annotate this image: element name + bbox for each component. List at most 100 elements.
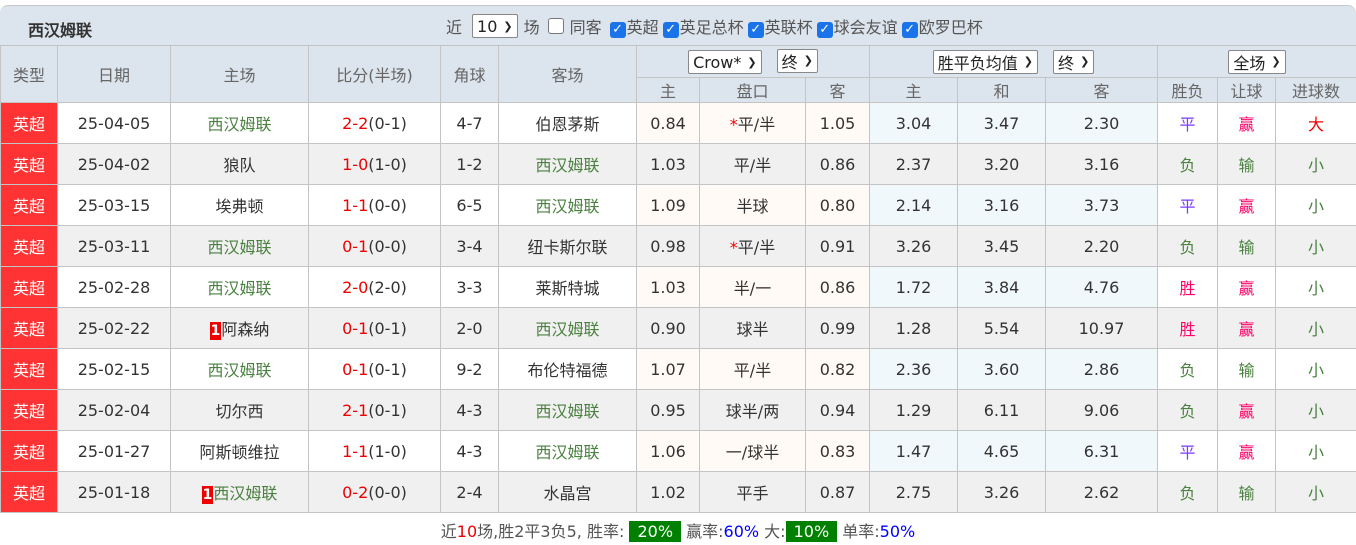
away-team[interactable]: 西汉姆联: [535, 156, 600, 175]
home-team[interactable]: 阿斯顿维拉: [199, 443, 280, 462]
goals-result-cell: 小: [1274, 307, 1356, 349]
league-cell[interactable]: 英超: [0, 430, 58, 472]
home-team-cell[interactable]: 1西汉姆联: [170, 471, 309, 513]
away-team[interactable]: 布伦特福德: [527, 361, 608, 380]
league-cell[interactable]: 英超: [0, 389, 58, 431]
home-team[interactable]: 西汉姆联: [207, 238, 272, 257]
away-team-cell[interactable]: 西汉姆联: [498, 184, 637, 226]
score-cell[interactable]: 2-2(0-1): [308, 102, 441, 144]
home-team[interactable]: 西汉姆联: [207, 115, 272, 134]
result-cell: 胜: [1157, 307, 1218, 349]
score-cell[interactable]: 0-1(0-1): [308, 307, 441, 349]
home-team-cell[interactable]: 西汉姆联: [170, 225, 309, 267]
handicap-stage-select[interactable]: 终 ❯: [776, 48, 818, 73]
select-value: 全场: [1233, 53, 1266, 73]
score-cell[interactable]: 0-2(0-0): [308, 471, 441, 513]
star-mark: *: [729, 115, 738, 134]
summary-text: 近: [440, 522, 457, 541]
away-team[interactable]: 伯恩茅斯: [535, 115, 600, 134]
competition-checkbox[interactable]: ✓: [609, 22, 626, 38]
handicap-home-odds: 1.06: [636, 430, 700, 472]
away-team-cell[interactable]: 纽卡斯尔联: [498, 225, 637, 267]
match-table: 类型 日期 主场 比分(半场) 角球 客场 Crow* ❯ 终 ❯ 胜平负均值 ❯ 终…: [0, 45, 1356, 513]
handicap-line: 球半/两: [699, 389, 806, 431]
away-team-cell[interactable]: 西汉姆联: [498, 389, 637, 431]
away-team[interactable]: 西汉姆联: [535, 402, 600, 421]
odds-draw: 3.16: [957, 184, 1046, 226]
away-team[interactable]: 西汉姆联: [535, 443, 600, 462]
col-o-away: 客: [1045, 77, 1158, 103]
handicap-away-odds: 0.87: [805, 471, 870, 513]
col-date: 日期: [57, 45, 171, 103]
home-team[interactable]: 西汉姆联: [207, 361, 272, 380]
home-team[interactable]: 阿森纳: [221, 320, 270, 339]
odds-home: 2.14: [869, 184, 958, 226]
score-cell[interactable]: 0-1(0-0): [308, 225, 441, 267]
home-team-cell[interactable]: 西汉姆联: [170, 266, 309, 308]
home-team-cell[interactable]: 狼队: [170, 143, 309, 185]
away-team-cell[interactable]: 水晶宫: [498, 471, 637, 513]
col-ah: 让球: [1217, 77, 1276, 103]
home-team[interactable]: 埃弗顿: [215, 197, 264, 216]
league-cell[interactable]: 英超: [0, 102, 58, 144]
odds-away: 10.97: [1045, 307, 1158, 349]
away-team[interactable]: 西汉姆联: [535, 197, 600, 216]
away-team-cell[interactable]: 西汉姆联: [498, 307, 637, 349]
league-cell[interactable]: 英超: [0, 143, 58, 185]
home-team-cell[interactable]: 西汉姆联: [170, 348, 309, 390]
period-select[interactable]: 全场 ❯: [1228, 49, 1286, 74]
table-row: 英超 25-01-27 阿斯顿维拉 1-1(1-0) 4-3 西汉姆联 1.06…: [0, 430, 1356, 472]
competition-checkbox[interactable]: ✓: [816, 22, 833, 38]
home-team[interactable]: 切尔西: [215, 402, 264, 421]
away-team-cell[interactable]: 西汉姆联: [498, 143, 637, 185]
away-team[interactable]: 纽卡斯尔联: [527, 238, 608, 257]
odds-stage-select[interactable]: 终 ❯: [1053, 49, 1095, 74]
score-cell[interactable]: 0-1(0-1): [308, 348, 441, 390]
away-team[interactable]: 水晶宫: [543, 484, 592, 503]
ah-result-cell: 输: [1217, 143, 1276, 185]
score-cell[interactable]: 1-1(0-0): [308, 184, 441, 226]
half-time-score: (0-1): [368, 318, 407, 338]
competition-label: 英足总杯: [679, 18, 744, 37]
home-team[interactable]: 西汉姆联: [207, 279, 272, 298]
score-cell[interactable]: 1-0(1-0): [308, 143, 441, 185]
odds-away: 2.62: [1045, 471, 1158, 513]
home-team-cell[interactable]: 切尔西: [170, 389, 309, 431]
competition-checkbox[interactable]: ✓: [901, 22, 918, 38]
score-cell[interactable]: 1-1(1-0): [308, 430, 441, 472]
away-team[interactable]: 莱斯特城: [535, 279, 600, 298]
odds-type-select[interactable]: 胜平负均值 ❯: [932, 49, 1038, 74]
league-cell[interactable]: 英超: [0, 266, 58, 308]
home-team-cell[interactable]: 1阿森纳: [170, 307, 309, 349]
date-cell: 25-03-11: [57, 225, 171, 267]
home-team-cell[interactable]: 西汉姆联: [170, 102, 309, 144]
handicap-line-value: 平/半: [737, 238, 776, 257]
home-team[interactable]: 西汉姆联: [213, 484, 278, 503]
league-cell[interactable]: 英超: [0, 471, 58, 513]
competition-checkbox[interactable]: ✓: [662, 22, 679, 38]
score-cell[interactable]: 2-1(0-1): [308, 389, 441, 431]
handicap-company-select[interactable]: Crow* ❯: [688, 50, 762, 75]
league-cell[interactable]: 英超: [0, 184, 58, 226]
odds-away: 2.20: [1045, 225, 1158, 267]
same-host-checkbox[interactable]: [547, 18, 564, 34]
full-time-score: 1-1: [342, 441, 369, 461]
league-cell[interactable]: 英超: [0, 307, 58, 349]
away-team-cell[interactable]: 布伦特福德: [498, 348, 637, 390]
date-cell: 25-02-04: [57, 389, 171, 431]
away-team[interactable]: 西汉姆联: [535, 320, 600, 339]
odds-draw: 3.45: [957, 225, 1046, 267]
away-team-cell[interactable]: 西汉姆联: [498, 430, 637, 472]
recent-count-select[interactable]: 10 ❯: [472, 14, 518, 38]
handicap-home-odds: 1.09: [636, 184, 700, 226]
competition-checkbox[interactable]: ✓: [747, 22, 764, 38]
away-team-cell[interactable]: 伯恩茅斯: [498, 102, 637, 144]
league-cell[interactable]: 英超: [0, 225, 58, 267]
home-team[interactable]: 狼队: [223, 156, 256, 175]
table-row: 英超 25-02-15 西汉姆联 0-1(0-1) 9-2 布伦特福德 1.07…: [0, 348, 1356, 390]
score-cell[interactable]: 2-0(2-0): [308, 266, 441, 308]
away-team-cell[interactable]: 莱斯特城: [498, 266, 637, 308]
league-cell[interactable]: 英超: [0, 348, 58, 390]
home-team-cell[interactable]: 埃弗顿: [170, 184, 309, 226]
home-team-cell[interactable]: 阿斯顿维拉: [170, 430, 309, 472]
